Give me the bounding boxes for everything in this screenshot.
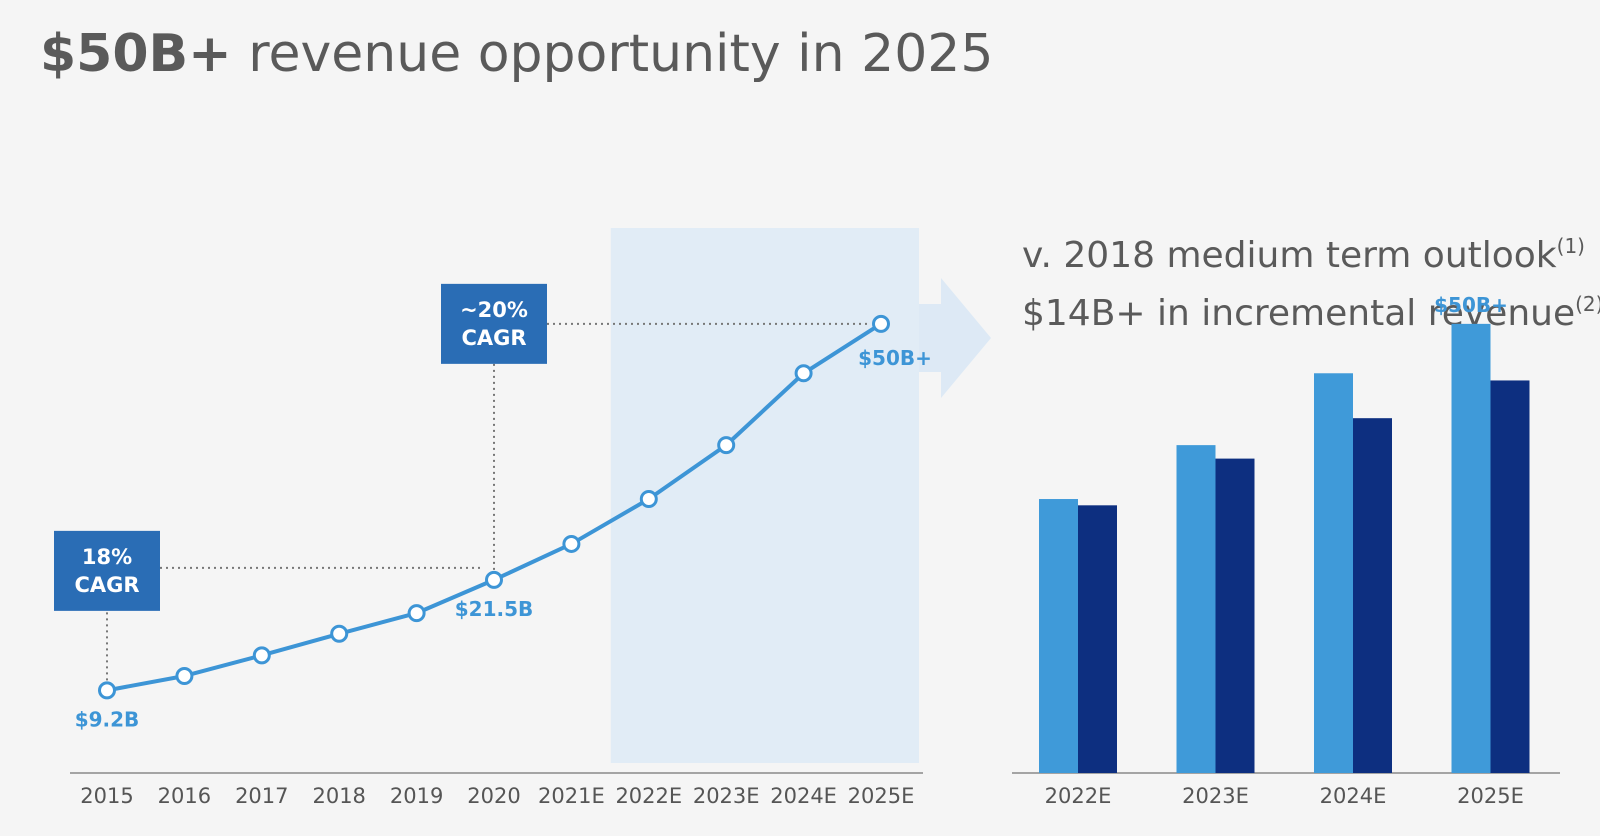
revenue-data-point: [175, 666, 194, 685]
forecast-arrow: [919, 278, 991, 398]
bar: [1353, 418, 1392, 773]
revenue-data-point: [639, 490, 658, 509]
comparison-heading-line1: v. 2018 medium term outlook(1): [1022, 222, 1600, 280]
cagr-callout-label: CAGR: [461, 326, 526, 350]
page-title: $50B+ revenue opportunity in 2025: [40, 22, 993, 86]
revenue-data-point: [794, 364, 813, 383]
footnote-2-marker: (2): [1575, 292, 1600, 316]
x-tick-label: 2023E: [693, 784, 760, 808]
cagr-callout-label: CAGR: [74, 573, 139, 597]
revenue-data-point: [330, 624, 349, 643]
cagr-callout-value: 18%: [82, 545, 132, 569]
revenue-data-label: $21.5B: [455, 597, 534, 621]
bar-x-tick-label: 2022E: [1045, 784, 1112, 808]
bar-x-tick-label: 2023E: [1182, 784, 1249, 808]
x-tick-label: 2025E: [848, 784, 915, 808]
bar: [1078, 505, 1117, 773]
cagr-callout-value: ~20%: [460, 298, 528, 322]
x-tick-label: 2020: [467, 784, 520, 808]
bar: [1039, 499, 1078, 773]
title-highlight: $50B+: [40, 24, 232, 84]
revenue-data-point: [562, 534, 581, 553]
x-tick-label: 2017: [235, 784, 288, 808]
bar: [1176, 445, 1216, 773]
cagr-callout-box: [441, 283, 547, 364]
x-tick-label: 2018: [312, 784, 365, 808]
bar-x-tick-label: 2024E: [1320, 784, 1387, 808]
x-tick-label: 2016: [158, 784, 211, 808]
revenue-data-point: [407, 604, 426, 623]
bar: [1451, 323, 1491, 773]
revenue-data-point: [872, 314, 890, 333]
forecast-band: [610, 228, 919, 763]
bar: [1490, 380, 1530, 773]
bar-data-label: $50B+: [1434, 293, 1508, 317]
x-tick-label: 2019: [390, 784, 443, 808]
x-tick-label: 2021E: [538, 784, 605, 808]
comparison-heading-line1-text: v. 2018 medium term outlook: [1022, 235, 1557, 276]
revenue-data-point: [717, 436, 736, 455]
x-tick-label: 2024E: [770, 784, 837, 808]
x-tick-label: 2015: [80, 784, 133, 808]
bar: [1314, 373, 1353, 773]
revenue-data-label: $9.2B: [75, 707, 140, 731]
footnote-1-marker: (1): [1556, 234, 1585, 258]
revenue-data-point: [485, 570, 503, 589]
bar-x-tick-label: 2025E: [1457, 784, 1524, 808]
x-tick-label: 2022E: [615, 784, 682, 808]
cagr-callout-box: [54, 530, 160, 611]
revenue-data-label: $50B+: [858, 346, 932, 370]
bar: [1215, 458, 1255, 773]
revenue-data-point: [252, 646, 271, 665]
title-rest: revenue opportunity in 2025: [231, 24, 994, 84]
revenue-data-point: [98, 681, 116, 700]
